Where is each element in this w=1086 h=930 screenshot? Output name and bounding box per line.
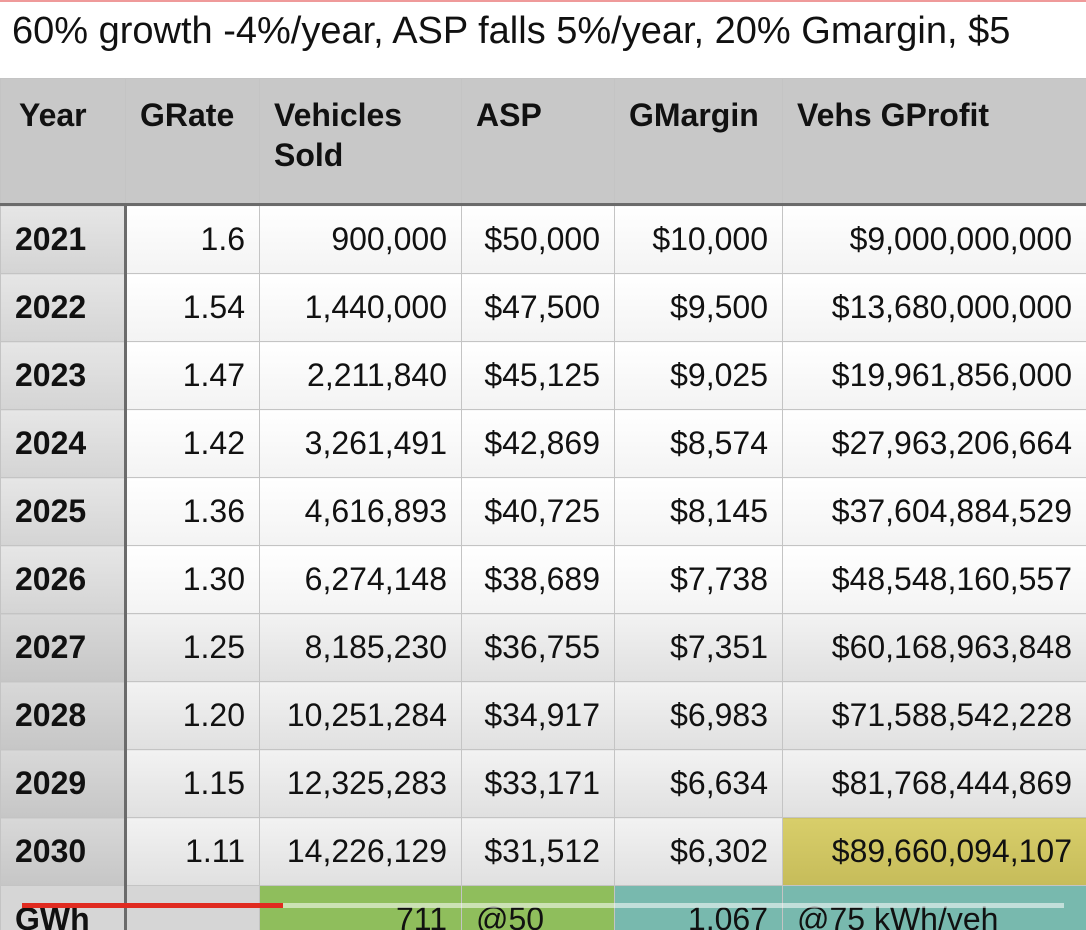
table-row: 2028 1.20 10,251,284 $34,917 $6,983 $71,… bbox=[0, 681, 1086, 750]
video-progress-bar[interactable] bbox=[22, 903, 1064, 908]
cell-vehs-gprofit[interactable]: $48,548,160,557 bbox=[782, 545, 1086, 614]
header-grate[interactable]: GRate bbox=[125, 78, 260, 206]
video-progress-fill bbox=[22, 903, 283, 908]
cell-gmargin[interactable]: $10,000 bbox=[614, 204, 783, 274]
cell-asp[interactable]: $45,125 bbox=[461, 341, 615, 410]
cell-year[interactable]: 2029 bbox=[0, 749, 127, 818]
cell-gmargin[interactable]: $6,634 bbox=[614, 749, 783, 818]
table-row: 2029 1.15 12,325,283 $33,171 $6,634 $81,… bbox=[0, 749, 1086, 818]
cell-grate[interactable]: 1.30 bbox=[125, 545, 260, 614]
cell-gmargin[interactable]: $7,351 bbox=[614, 613, 783, 682]
cell-year[interactable]: 2026 bbox=[0, 545, 127, 614]
cell-gmargin[interactable]: $6,983 bbox=[614, 681, 783, 750]
cell-year[interactable]: 2030 bbox=[0, 817, 127, 886]
table-row: 2024 1.42 3,261,491 $42,869 $8,574 $27,9… bbox=[0, 409, 1086, 478]
cell-grate[interactable]: 1.15 bbox=[125, 749, 260, 818]
header-vehicles-line1: Vehicles bbox=[274, 97, 403, 133]
cell-asp[interactable]: $47,500 bbox=[461, 273, 615, 342]
cell-gmargin[interactable]: $6,302 bbox=[614, 817, 783, 886]
cell-gmargin[interactable]: $7,738 bbox=[614, 545, 783, 614]
cell-vehicles-sold[interactable]: 1,440,000 bbox=[259, 273, 462, 342]
cell-grate[interactable]: 1.6 bbox=[125, 204, 260, 274]
cell-vehicles-sold[interactable]: 2,211,840 bbox=[259, 341, 462, 410]
table-row: 2027 1.25 8,185,230 $36,755 $7,351 $60,1… bbox=[0, 613, 1086, 682]
cell-vehs-gprofit[interactable]: $81,768,444,869 bbox=[782, 749, 1086, 818]
cell-grate[interactable]: 1.25 bbox=[125, 613, 260, 682]
cell-asp[interactable]: $33,171 bbox=[461, 749, 615, 818]
cell-grate[interactable]: 1.54 bbox=[125, 273, 260, 342]
cell-vehicles-sold[interactable]: 3,261,491 bbox=[259, 409, 462, 478]
cell-asp[interactable]: $42,869 bbox=[461, 409, 615, 478]
cell-vehs-gprofit[interactable]: $19,961,856,000 bbox=[782, 341, 1086, 410]
cell-asp[interactable]: $50,000 bbox=[461, 204, 615, 274]
cell-vehs-gprofit[interactable]: $9,000,000,000 bbox=[782, 204, 1086, 274]
cell-year[interactable]: 2024 bbox=[0, 409, 127, 478]
header-vehs-gprofit[interactable]: Vehs GProfit bbox=[782, 78, 1086, 206]
cell-vehs-gprofit[interactable]: $60,168,963,848 bbox=[782, 613, 1086, 682]
cell-gmargin[interactable]: $9,500 bbox=[614, 273, 783, 342]
cell-gmargin[interactable]: $9,025 bbox=[614, 341, 783, 410]
cell-year[interactable]: 2022 bbox=[0, 273, 127, 342]
cell-gmargin[interactable]: $8,574 bbox=[614, 409, 783, 478]
table-row: 2023 1.47 2,211,840 $45,125 $9,025 $19,9… bbox=[0, 341, 1086, 410]
cell-vehs-gprofit[interactable]: $27,963,206,664 bbox=[782, 409, 1086, 478]
top-edge-line bbox=[0, 0, 1086, 2]
table-row: 2022 1.54 1,440,000 $47,500 $9,500 $13,6… bbox=[0, 273, 1086, 342]
cell-vehicles-sold[interactable]: 12,325,283 bbox=[259, 749, 462, 818]
cell-asp[interactable]: $40,725 bbox=[461, 477, 615, 546]
cell-grate[interactable]: 1.47 bbox=[125, 341, 260, 410]
cell-asp[interactable]: $36,755 bbox=[461, 613, 615, 682]
cell-vehs-gprofit[interactable]: $37,604,884,529 bbox=[782, 477, 1086, 546]
cell-vehicles-sold[interactable]: 8,185,230 bbox=[259, 613, 462, 682]
cell-year[interactable]: 2021 bbox=[0, 204, 127, 274]
cell-gmargin[interactable]: $8,145 bbox=[614, 477, 783, 546]
table-row: 2026 1.30 6,274,148 $38,689 $7,738 $48,5… bbox=[0, 545, 1086, 614]
table-row: 2030 1.11 14,226,129 $31,512 $6,302 $89,… bbox=[0, 817, 1086, 886]
cell-year[interactable]: 2023 bbox=[0, 341, 127, 410]
cell-grate[interactable]: 1.20 bbox=[125, 681, 260, 750]
header-row: Year GRate Vehicles Sold ASP GMargin Vehs… bbox=[0, 78, 1086, 206]
cell-grate[interactable]: 1.11 bbox=[125, 817, 260, 886]
header-asp[interactable]: ASP bbox=[461, 78, 615, 206]
cell-vehicles-sold[interactable]: 4,616,893 bbox=[259, 477, 462, 546]
cell-vehicles-sold[interactable]: 6,274,148 bbox=[259, 545, 462, 614]
cell-vehicles-sold[interactable]: 10,251,284 bbox=[259, 681, 462, 750]
video-caption: 60% growth -4%/year, ASP falls 5%/year, … bbox=[12, 10, 1011, 52]
cell-grate[interactable]: 1.42 bbox=[125, 409, 260, 478]
cell-asp[interactable]: $34,917 bbox=[461, 681, 615, 750]
cell-vehs-gprofit[interactable]: $71,588,542,228 bbox=[782, 681, 1086, 750]
cell-vehicles-sold[interactable]: 900,000 bbox=[259, 204, 462, 274]
table-row: 2021 1.6 900,000 $50,000 $10,000 $9,000,… bbox=[0, 204, 1086, 274]
header-vehicles-sold[interactable]: Vehicles Sold bbox=[259, 78, 462, 206]
cell-grate[interactable]: 1.36 bbox=[125, 477, 260, 546]
cell-asp[interactable]: $38,689 bbox=[461, 545, 615, 614]
cell-vehs-gprofit-highlighted[interactable]: $89,660,094,107 bbox=[782, 817, 1086, 886]
cell-year[interactable]: 2028 bbox=[0, 681, 127, 750]
cell-asp[interactable]: $31,512 bbox=[461, 817, 615, 886]
cell-year[interactable]: 2025 bbox=[0, 477, 127, 546]
header-year[interactable]: Year bbox=[0, 78, 126, 206]
cell-year[interactable]: 2027 bbox=[0, 613, 127, 682]
table-row: 2025 1.36 4,616,893 $40,725 $8,145 $37,6… bbox=[0, 477, 1086, 546]
spreadsheet: Year GRate Vehicles Sold ASP GMargin Vehs… bbox=[0, 78, 1086, 930]
cell-vehicles-sold[interactable]: 14,226,129 bbox=[259, 817, 462, 886]
projection-table: Year GRate Vehicles Sold ASP GMargin Vehs… bbox=[0, 78, 1086, 930]
header-gmargin[interactable]: GMargin bbox=[614, 78, 783, 206]
cell-vehs-gprofit[interactable]: $13,680,000,000 bbox=[782, 273, 1086, 342]
header-vehicles-line2: Sold bbox=[274, 137, 344, 173]
